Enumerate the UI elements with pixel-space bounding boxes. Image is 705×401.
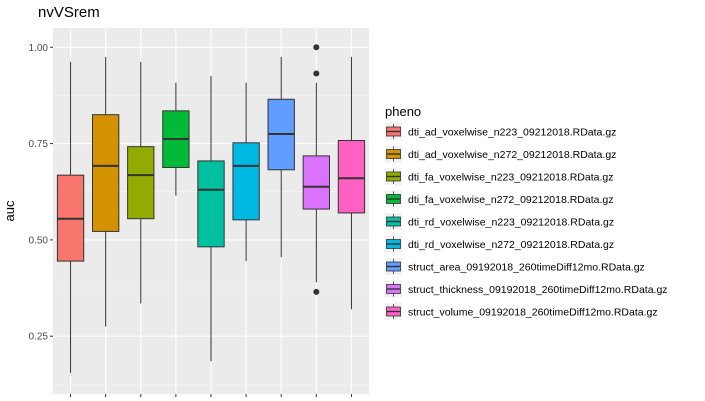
outlier-point	[313, 44, 320, 51]
legend-item: struct_thickness_09192018_260timeDiff12m…	[385, 280, 668, 298]
legend-item: dti_rd_voxelwise_n223_09212018.RData.gz	[385, 213, 614, 230]
legend-item: struct_volume_09192018_260timeDiff12mo.R…	[385, 303, 658, 320]
box-6	[232, 82, 260, 262]
legend-item: dti_ad_voxelwise_n272_09212018.RData.gz	[385, 145, 616, 163]
legend-label: struct_volume_09192018_260timeDiff12mo.R…	[408, 307, 658, 319]
box-body	[302, 155, 330, 210]
y-tick-label: 0.50	[29, 235, 49, 246]
legend-label: dti_fa_voxelwise_n223_09212018.RData.gz	[408, 172, 613, 184]
legend-label: struct_thickness_09192018_260timeDiff12m…	[408, 284, 668, 296]
legend-label: dti_ad_voxelwise_n223_09212018.RData.gz	[408, 127, 616, 139]
legend: dti_ad_voxelwise_n223_09212018.RData.gzd…	[385, 123, 668, 320]
legend-item: dti_fa_voxelwise_n272_09212018.RData.gz	[385, 190, 613, 208]
chart-title: nvVSrem	[38, 4, 100, 21]
legend-item: dti_ad_voxelwise_n223_09212018.RData.gz	[385, 123, 616, 140]
box-5	[197, 76, 225, 362]
box-8	[302, 44, 330, 295]
box-body	[197, 160, 225, 248]
legend-item: struct_area_09192018_260timeDiff12mo.RDa…	[385, 258, 645, 275]
legend-label: dti_rd_voxelwise_n223_09212018.RData.gz	[408, 217, 614, 229]
box-4	[162, 82, 190, 196]
outlier-point	[313, 70, 320, 77]
y-tick-label: 0.75	[29, 139, 49, 150]
y-axis-title: auc	[2, 200, 17, 221]
box-7	[267, 56, 295, 258]
boxes	[56, 44, 366, 373]
y-tick-label: 1.00	[29, 43, 49, 54]
box-body	[127, 146, 155, 220]
legend-item: dti_fa_voxelwise_n223_09212018.RData.gz	[385, 168, 613, 185]
legend-label: dti_ad_voxelwise_n272_09212018.RData.gz	[408, 149, 616, 161]
box-2	[92, 56, 120, 327]
box-body	[232, 142, 260, 221]
box-body	[337, 139, 366, 214]
box-1	[56, 61, 85, 373]
outlier-point	[313, 288, 320, 295]
box-9	[337, 56, 366, 310]
legend-label: struct_area_09192018_260timeDiff12mo.RDa…	[408, 262, 645, 274]
box-3	[127, 61, 155, 304]
legend-item: dti_rd_voxelwise_n272_09212018.RData.gz	[385, 235, 614, 253]
legend-label: dti_rd_voxelwise_n272_09212018.RData.gz	[408, 239, 614, 251]
y-axis: 0.25 0.50 0.75 1.00	[29, 43, 352, 397]
y-tick-label: 0.25	[29, 332, 49, 343]
legend-label: dti_fa_voxelwise_n272_09212018.RData.gz	[408, 194, 613, 206]
box-body	[92, 114, 120, 232]
legend-title: pheno	[385, 104, 421, 119]
